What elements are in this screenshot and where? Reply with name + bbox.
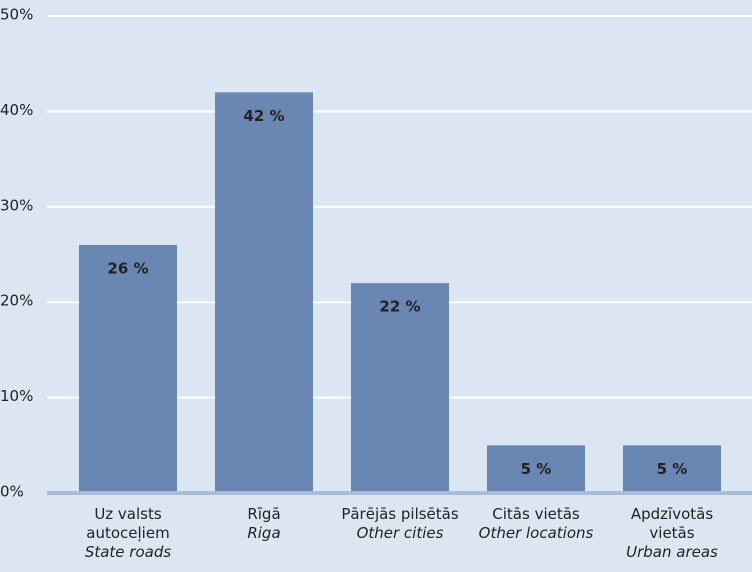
x-tick-label: Apdzīvotās vietās Urban areas [610,505,734,562]
x-tick-label: Uz valsts autoceļiem State roads [66,505,190,562]
bar [351,283,449,493]
y-tick-label: 20% [0,292,33,310]
y-tick-label: 30% [0,196,33,214]
bar [623,445,721,493]
category-translation: State roads [84,543,172,561]
category-name: Uz valsts autoceļiem [86,505,170,542]
category-name: Rīgā [247,505,281,523]
bar [487,445,585,493]
y-tick-label: 40% [0,101,33,119]
data-label: 26 % [107,259,148,277]
y-tick-label: 0% [0,483,24,501]
data-label: 22 % [379,298,420,316]
category-translation: Urban areas [626,543,718,561]
category-translation: Other locations [478,524,594,542]
data-label: 5 % [521,460,552,478]
y-tick-label: 10% [0,387,33,405]
x-tick-label: Citās vietās Other locations [474,505,598,543]
y-tick-label: 50% [0,6,33,24]
category-translation: Riga [247,524,281,542]
category-name: Citās vietās [492,505,580,523]
data-label: 5 % [657,460,688,478]
bar [215,92,313,493]
category-name: Pārējās pilsētās [341,505,459,523]
x-tick-label: Rīgā Riga [202,505,326,543]
category-translation: Other cities [356,524,444,542]
data-label: 42 % [243,107,284,125]
bar [79,244,177,493]
category-name: Apdzīvotās vietās [630,505,714,542]
x-tick-label: Pārējās pilsētās Other cities [338,505,462,543]
